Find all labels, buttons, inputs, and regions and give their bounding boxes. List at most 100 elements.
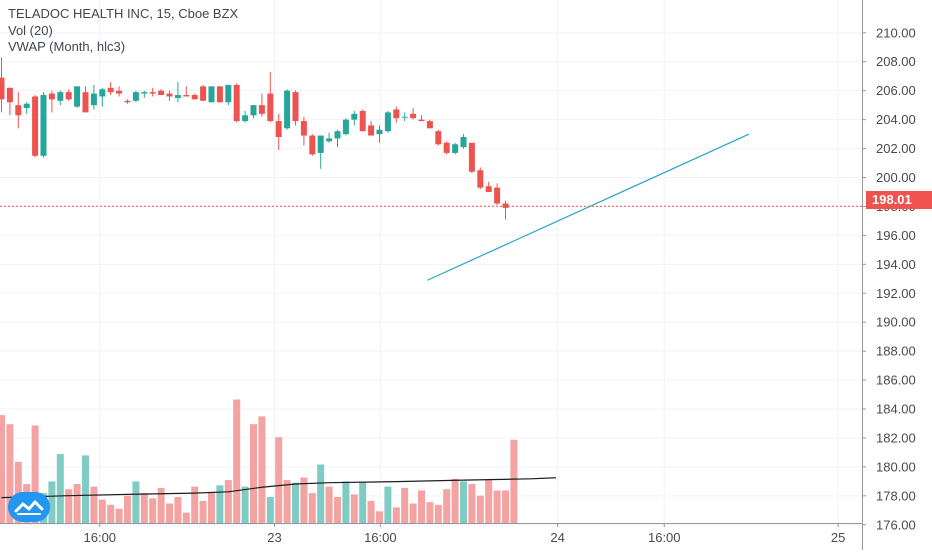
- candle-body: [158, 90, 165, 96]
- volume-bar: [342, 481, 350, 523]
- candle-body: [494, 187, 501, 204]
- volume-bar: [14, 461, 22, 523]
- volume-bar: [350, 494, 358, 523]
- candle-body: [250, 105, 257, 116]
- volume-bar: [216, 485, 224, 523]
- candle-body: [418, 119, 425, 122]
- price-tick-label: 178.00: [876, 488, 916, 503]
- candle-body: [15, 105, 22, 116]
- volume-bar: [233, 399, 241, 523]
- volume-bar: [90, 486, 98, 523]
- time-tick-label: 24: [550, 530, 564, 545]
- candle-body: [410, 113, 417, 119]
- volume-legend[interactable]: Vol (20): [8, 22, 53, 38]
- volume-bar: [460, 481, 467, 523]
- volume-bar: [283, 480, 291, 523]
- time-tick-label: 16:00: [364, 530, 397, 545]
- candle-body: [460, 136, 467, 148]
- candle-body: [82, 92, 89, 113]
- volume-bar: [384, 486, 392, 523]
- candle-body: [468, 142, 475, 172]
- price-tick-label: 182.00: [876, 430, 916, 445]
- candle-body: [359, 110, 366, 132]
- volume-bar: [182, 512, 190, 523]
- candle-body: [267, 93, 274, 122]
- volume-bar: [300, 477, 308, 523]
- volume-bar: [166, 503, 173, 523]
- volume-bar: [132, 481, 140, 523]
- trendline: [427, 133, 750, 281]
- volume-bar: [367, 500, 375, 523]
- candle-body: [326, 138, 333, 142]
- candle-body: [149, 92, 156, 94]
- price-tick-label: 180.00: [876, 459, 916, 474]
- volume-bar: [124, 495, 131, 523]
- volume-bar: [115, 508, 123, 523]
- candle-body: [225, 84, 232, 103]
- price-tick-label: 206.00: [876, 83, 916, 98]
- candle-body: [426, 121, 433, 129]
- volume-bar: [56, 454, 64, 523]
- price-tick-label: 210.00: [876, 25, 916, 40]
- candle-body: [368, 125, 375, 136]
- candle-body: [40, 95, 47, 156]
- candle-body: [309, 135, 316, 155]
- price-tick-label: 176.00: [876, 517, 916, 532]
- candle-body: [116, 90, 123, 94]
- candle-body: [99, 89, 106, 97]
- price-tick-label: 188.00: [876, 344, 916, 359]
- volume-bar: [485, 480, 493, 523]
- volume-bar: [140, 493, 148, 523]
- price-tick-label: 186.00: [876, 373, 916, 388]
- tradingview-logo-icon[interactable]: [8, 492, 50, 522]
- volume-bar: [157, 487, 165, 523]
- volume-bar: [325, 486, 333, 523]
- candle-body: [166, 93, 173, 97]
- volume-bar: [308, 493, 316, 523]
- volume-bar: [174, 497, 182, 523]
- volume-bar: [409, 503, 417, 523]
- candle-body: [48, 93, 55, 100]
- candle-body: [317, 135, 324, 153]
- candle-body: [191, 95, 198, 100]
- volume-bar: [224, 480, 232, 523]
- last-price-tag: 198.01: [866, 191, 932, 209]
- candle-body: [242, 115, 249, 122]
- price-tick-label: 190.00: [876, 315, 916, 330]
- price-tick-label: 208.00: [876, 54, 916, 69]
- price-tick-label: 204.00: [876, 112, 916, 127]
- candle-body: [23, 103, 30, 109]
- symbol-legend[interactable]: TELADOC HEALTH INC, 15, Cboe BZX: [8, 6, 239, 21]
- volume-bar: [510, 439, 518, 523]
- candle-body: [0, 77, 5, 100]
- volume-bar: [31, 425, 39, 523]
- vwap-line: [1, 477, 556, 499]
- candle-body: [233, 84, 240, 122]
- price-tick-label: 192.00: [876, 286, 916, 301]
- volume-bar: [208, 491, 215, 523]
- volume-bar: [266, 497, 274, 523]
- volume-bar: [73, 484, 81, 523]
- candle-body: [384, 112, 391, 132]
- candle-body: [32, 96, 39, 156]
- volume-bar: [48, 481, 56, 523]
- volume-bar: [401, 487, 409, 523]
- candle-body: [124, 100, 131, 103]
- candle-body: [292, 92, 299, 122]
- vwap-legend[interactable]: VWAP (Month, hlc3): [8, 39, 126, 54]
- volume-bar: [392, 507, 400, 523]
- candle-body: [443, 142, 450, 153]
- volume-bar: [107, 504, 115, 523]
- candle-body: [107, 87, 114, 93]
- candle-body: [132, 92, 139, 101]
- volume-bar: [65, 489, 73, 523]
- volume-bar: [468, 484, 476, 523]
- volume-bar: [258, 416, 266, 523]
- volume-bar: [334, 497, 341, 523]
- volume-bar: [376, 511, 383, 523]
- candle-body: [334, 131, 341, 139]
- candle-body: [351, 113, 358, 120]
- volume-bar: [443, 489, 451, 523]
